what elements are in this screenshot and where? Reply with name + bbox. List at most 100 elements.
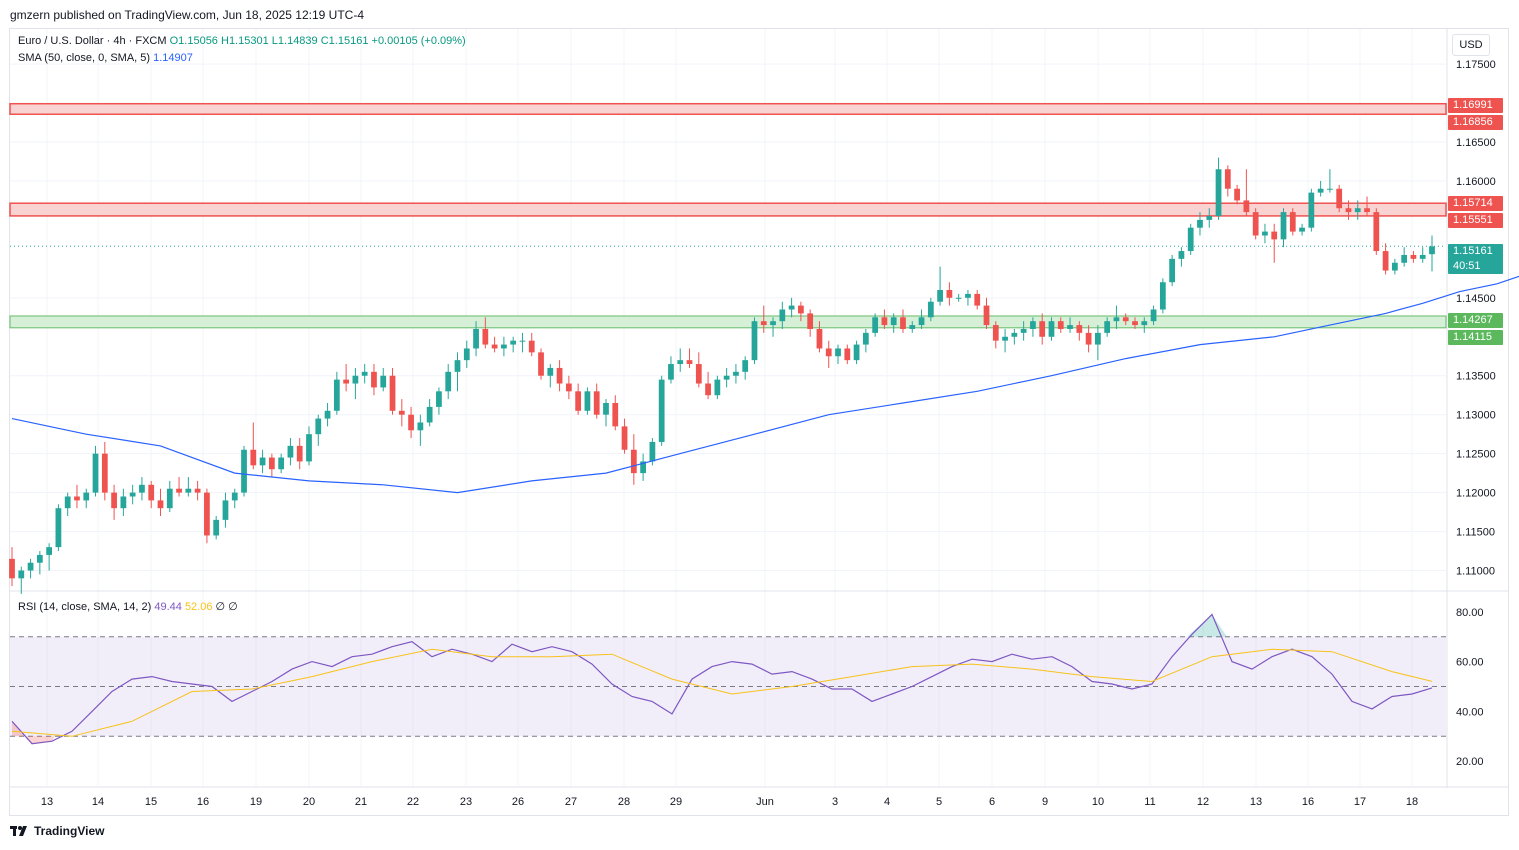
candle-body <box>1429 246 1435 255</box>
candle-body <box>1224 169 1231 189</box>
rsi-line <box>11 613 1433 745</box>
candle-body <box>798 305 804 314</box>
candle-body <box>872 317 879 333</box>
candle-body <box>315 418 322 435</box>
rsi-value: 49.44 <box>154 601 182 613</box>
candle-body <box>371 371 377 388</box>
footer-brand[interactable]: TradingView <box>10 824 104 838</box>
candle-body <box>677 360 684 365</box>
candle-body <box>1419 254 1426 259</box>
candle-body <box>213 519 220 536</box>
low-value: L1.14839 <box>271 35 318 47</box>
time-tick-label: 12 <box>1197 796 1209 808</box>
candle-body <box>473 328 479 349</box>
candle-body <box>1252 212 1259 236</box>
candle-body <box>1113 317 1120 322</box>
candle-body <box>1317 188 1324 193</box>
candle-body <box>612 403 619 427</box>
candle-body <box>528 340 535 353</box>
symbol-label[interactable]: Euro / U.S. Dollar · 4h · FXCM <box>18 35 167 47</box>
candle-body <box>287 445 294 458</box>
rsi-label[interactable]: RSI (14, close, SMA, 14, 2) <box>18 601 152 613</box>
candle-body <box>268 457 275 470</box>
candle-body <box>584 391 591 411</box>
candle-body <box>1206 216 1213 220</box>
candle-body <box>222 500 229 520</box>
candle-body <box>445 371 452 392</box>
price-tick-label: 1.14500 <box>1456 293 1496 305</box>
zone2-top-tag: 1.15714 <box>1448 196 1503 211</box>
candle-body <box>556 367 563 384</box>
time-tick-label: 11 <box>1144 796 1155 808</box>
candle-body <box>454 360 461 372</box>
candle-body <box>1187 227 1194 252</box>
rsi-tick-label: 20.00 <box>1456 756 1484 768</box>
candle-body <box>324 410 331 419</box>
tradingview-logo-icon <box>10 826 27 836</box>
zone2-bottom-tag: 1.15551 <box>1448 213 1503 228</box>
candle-body <box>176 488 182 493</box>
time-tick-label: 16 <box>197 796 209 808</box>
candle-body <box>1039 321 1046 337</box>
candle-body <box>1020 328 1027 333</box>
time-tick-label: 16 <box>1302 796 1314 808</box>
candle-body <box>723 375 730 380</box>
price-tick-label: 1.13500 <box>1456 371 1496 383</box>
rsi-tick-label: 40.00 <box>1456 706 1484 718</box>
candle-body <box>668 364 674 380</box>
time-tick-label: Jun <box>756 796 774 808</box>
sma-label[interactable]: SMA (50, close, 0, SMA, 5) <box>18 52 151 64</box>
candle-body <box>890 317 897 326</box>
candle-body <box>835 348 841 357</box>
candle-body <box>927 301 934 318</box>
candle-body <box>862 332 869 345</box>
rsi-overbought-fill <box>1187 614 1227 637</box>
candle-body <box>83 492 90 501</box>
candle-body <box>575 391 582 411</box>
candle-body <box>250 449 257 466</box>
candle-body <box>565 383 572 392</box>
candle-body <box>1011 332 1018 337</box>
candle-body <box>649 441 656 462</box>
candle-body <box>231 492 238 501</box>
candle-body <box>1067 325 1073 329</box>
candle-body <box>1122 317 1129 322</box>
candle-body <box>389 375 396 411</box>
rsi-extra: ∅ ∅ <box>215 601 238 613</box>
time-tick-label: 20 <box>303 796 315 808</box>
currency-button[interactable]: USD <box>1452 34 1490 56</box>
price-legend: Euro / U.S. Dollar · 4h · FXCM O1.15056 … <box>18 35 466 47</box>
candle-body <box>278 457 285 470</box>
candle-body <box>417 422 424 431</box>
time-tick-label: 28 <box>618 796 630 808</box>
sma-line <box>11 275 1519 494</box>
candle-body <box>770 321 776 326</box>
candle-body <box>788 305 795 310</box>
candle-body <box>603 403 609 415</box>
time-tick-label: 10 <box>1092 796 1104 808</box>
candle-body <box>714 379 721 396</box>
candle-body <box>1299 227 1305 232</box>
candle-body <box>259 457 266 466</box>
support-bottom-tag: 1.14115 <box>1448 330 1503 345</box>
time-tick-label: 21 <box>355 796 367 808</box>
candle-body <box>760 321 767 326</box>
rsi-oversold-fill <box>12 721 55 744</box>
candle-body <box>64 496 71 509</box>
candle-body <box>1327 188 1333 190</box>
candle-body <box>9 558 15 579</box>
time-tick-label: 18 <box>1406 796 1418 808</box>
candle-body <box>436 391 442 407</box>
candle-body <box>1104 321 1111 333</box>
support-zone <box>9 315 1447 329</box>
publisher-caption: gmzern published on TradingView.com, Jun… <box>10 8 364 22</box>
candle-body <box>807 313 814 329</box>
candle-body <box>398 410 405 415</box>
support-top-tag: 1.14267 <box>1448 313 1503 328</box>
resistance-zone <box>9 202 1447 217</box>
candle-body <box>46 547 53 555</box>
candle-body <box>937 290 943 302</box>
sma-legend: SMA (50, close, 0, SMA, 5) 1.14907 <box>18 52 193 64</box>
time-tick-label: 22 <box>407 796 419 808</box>
